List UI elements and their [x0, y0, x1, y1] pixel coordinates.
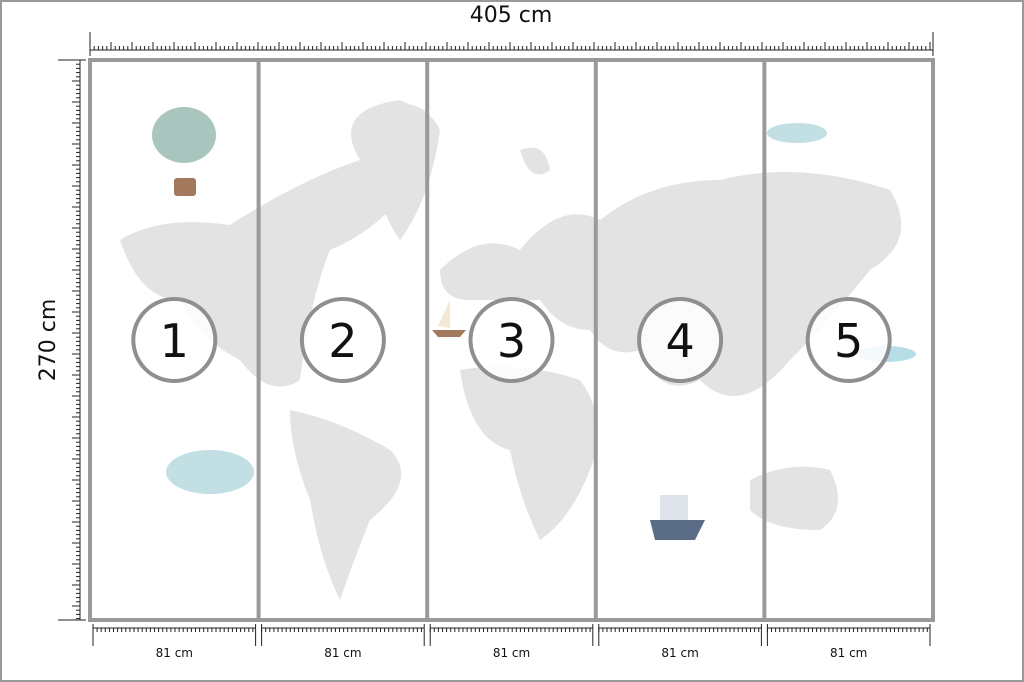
panel-badge — [131, 297, 218, 383]
ship — [650, 520, 705, 540]
panel-width: 81 cm — [156, 646, 193, 660]
panel-number: 5 — [834, 314, 863, 368]
balloon-basket — [174, 178, 196, 196]
panel-number: 3 — [497, 314, 526, 368]
panel-number: 4 — [665, 314, 694, 368]
height-label: 270 cm — [36, 299, 61, 382]
panel-badge — [299, 297, 386, 383]
panel-width: 81 cm — [493, 646, 530, 660]
panel-number: 1 — [160, 314, 189, 368]
balloon — [152, 107, 216, 163]
panel-frame — [88, 58, 935, 622]
rulers — [58, 32, 934, 646]
width-label: 405 cm — [470, 3, 553, 28]
panel-badge — [637, 297, 724, 383]
whale — [166, 450, 254, 494]
ship-cabin — [660, 495, 688, 520]
sail — [438, 300, 450, 328]
panel-width: 81 cm — [324, 646, 361, 660]
panels: 1 81 cm 2 81 cm 3 81 cm 4 81 cm 5 81 cm — [131, 60, 892, 660]
sailboat — [432, 330, 466, 337]
panel-badge — [468, 297, 555, 383]
panel-number: 2 — [328, 314, 357, 368]
whale-small — [767, 123, 827, 143]
panel-width: 81 cm — [830, 646, 867, 660]
panel-badge — [805, 297, 892, 383]
panel-width: 81 cm — [661, 646, 698, 660]
